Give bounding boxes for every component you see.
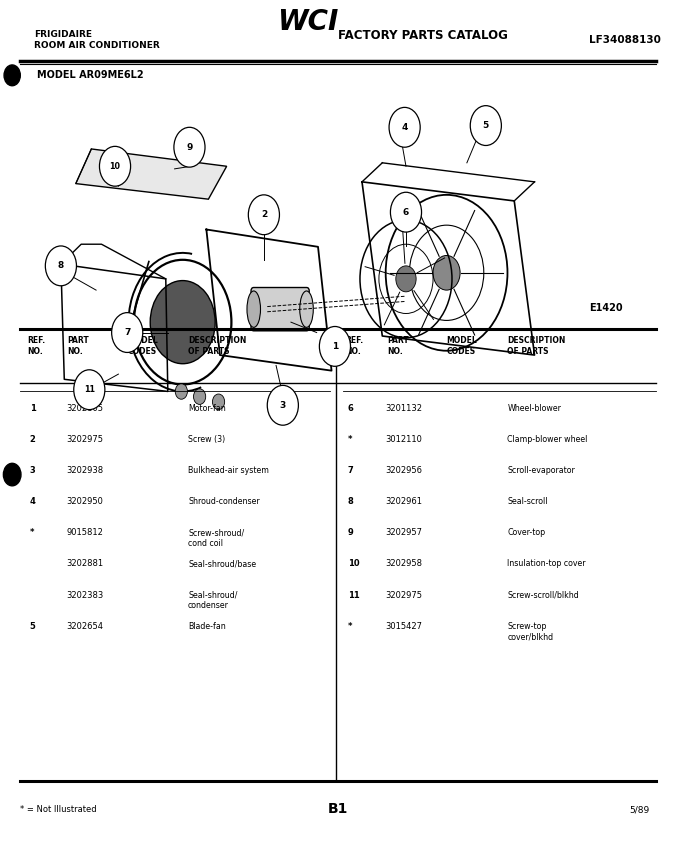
Circle shape [248,195,279,235]
Text: 3: 3 [279,401,286,410]
Text: MODEL
CODES: MODEL CODES [127,336,158,356]
Text: 4: 4 [30,497,35,506]
Text: Seal-shroud/base: Seal-shroud/base [188,559,256,568]
Text: REF.
NO.: REF. NO. [27,336,45,356]
Text: 3202961: 3202961 [386,497,423,506]
Text: 3: 3 [30,466,35,475]
Text: Motor-fan: Motor-fan [188,404,226,412]
Text: 3202958: 3202958 [386,559,423,568]
Circle shape [175,384,188,399]
Polygon shape [75,149,226,199]
Text: Insulation-top cover: Insulation-top cover [507,559,586,568]
Text: 8: 8 [58,262,64,270]
Text: Seal-scroll: Seal-scroll [507,497,548,506]
Ellipse shape [300,291,313,327]
Text: ROOM AIR CONDITIONER: ROOM AIR CONDITIONER [34,42,160,50]
Circle shape [212,394,224,410]
Text: 11: 11 [84,385,95,394]
Circle shape [471,106,501,145]
Circle shape [174,127,205,167]
Text: Wheel-blower: Wheel-blower [507,404,562,412]
Text: Screw (3): Screw (3) [188,435,225,443]
Text: MODEL
CODES: MODEL CODES [447,336,477,356]
FancyBboxPatch shape [251,288,309,331]
Text: Bulkhead-air system: Bulkhead-air system [188,466,269,475]
Circle shape [150,281,215,364]
Text: 2: 2 [30,435,35,443]
Text: 3202975: 3202975 [67,435,103,443]
Text: 1: 1 [30,404,35,412]
Circle shape [194,389,205,404]
Text: E1420: E1420 [589,303,622,313]
Text: Shroud-condenser: Shroud-condenser [188,497,260,506]
Text: Screw-shroud/
cond coil: Screw-shroud/ cond coil [188,528,244,547]
Text: 3201132: 3201132 [386,404,423,412]
Text: 5: 5 [30,622,35,630]
Text: FACTORY PARTS CATALOG: FACTORY PARTS CATALOG [339,29,508,42]
Text: *: * [347,435,352,443]
Text: 7: 7 [347,466,354,475]
Text: 3202805: 3202805 [67,404,103,412]
Circle shape [396,266,416,292]
Text: Scroll-evaporator: Scroll-evaporator [507,466,575,475]
Text: * = Not Illustrated: * = Not Illustrated [20,805,97,814]
Text: 3202950: 3202950 [67,497,103,506]
Text: 5/89: 5/89 [629,805,649,814]
Text: 4: 4 [401,123,408,132]
Text: 6: 6 [347,404,354,412]
Text: 7: 7 [124,328,131,337]
Text: 1: 1 [332,342,338,351]
Circle shape [389,107,420,147]
Text: MODEL AR09ME6L2: MODEL AR09ME6L2 [37,70,144,81]
Text: Clamp-blower wheel: Clamp-blower wheel [507,435,588,443]
Circle shape [267,385,299,425]
Ellipse shape [247,291,260,327]
Text: 3202881: 3202881 [67,559,103,568]
Text: *: * [30,528,34,537]
Text: REF.
NO.: REF. NO. [345,336,363,356]
Text: 5: 5 [483,121,489,130]
Text: WCI: WCI [277,9,339,36]
Text: 9015812: 9015812 [67,528,103,537]
Text: DESCRIPTION
OF PARTS: DESCRIPTION OF PARTS [507,336,566,356]
Circle shape [390,192,422,232]
Text: 6: 6 [403,208,409,216]
Circle shape [4,65,20,86]
Text: 2: 2 [260,210,267,219]
Text: FRIGIDAIRE: FRIGIDAIRE [34,30,92,39]
Text: PART
NO.: PART NO. [387,336,409,356]
Text: Cover-top: Cover-top [507,528,545,537]
Text: Seal-shroud/
condenser: Seal-shroud/ condenser [188,591,237,610]
Text: *: * [347,622,352,630]
Circle shape [99,146,131,186]
Text: DESCRIPTION
OF PARTS: DESCRIPTION OF PARTS [188,336,246,356]
Text: PART
NO.: PART NO. [68,336,89,356]
Circle shape [3,463,21,486]
Text: B1: B1 [328,802,349,816]
Text: 3015427: 3015427 [386,622,423,630]
Text: 3012110: 3012110 [386,435,422,443]
Text: 3202957: 3202957 [386,528,423,537]
Circle shape [112,313,143,352]
Circle shape [320,326,350,366]
Text: 9: 9 [186,143,192,152]
Text: 3202383: 3202383 [67,591,103,599]
Text: 3202975: 3202975 [386,591,423,599]
Text: LF34088130: LF34088130 [589,35,660,45]
Text: 10: 10 [109,162,120,171]
Text: Screw-top
cover/blkhd: Screw-top cover/blkhd [507,622,554,641]
Text: 3202654: 3202654 [67,622,103,630]
Circle shape [46,246,76,286]
Text: 10: 10 [347,559,360,568]
Text: 3202938: 3202938 [67,466,103,475]
Circle shape [73,370,105,410]
Text: 9: 9 [347,528,354,537]
Text: Blade-fan: Blade-fan [188,622,226,630]
Text: Screw-scroll/blkhd: Screw-scroll/blkhd [507,591,579,599]
Text: 8: 8 [347,497,354,506]
Text: 11: 11 [347,591,360,599]
Text: 3202956: 3202956 [386,466,423,475]
Circle shape [433,255,460,290]
